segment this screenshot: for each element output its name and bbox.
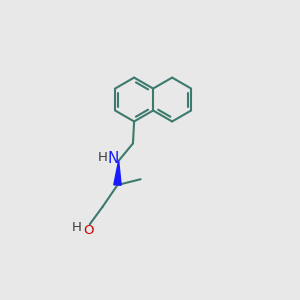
Text: H: H xyxy=(72,220,82,233)
Polygon shape xyxy=(114,161,121,185)
Text: H: H xyxy=(98,151,108,164)
Text: N: N xyxy=(108,151,119,166)
Text: O: O xyxy=(83,224,94,236)
